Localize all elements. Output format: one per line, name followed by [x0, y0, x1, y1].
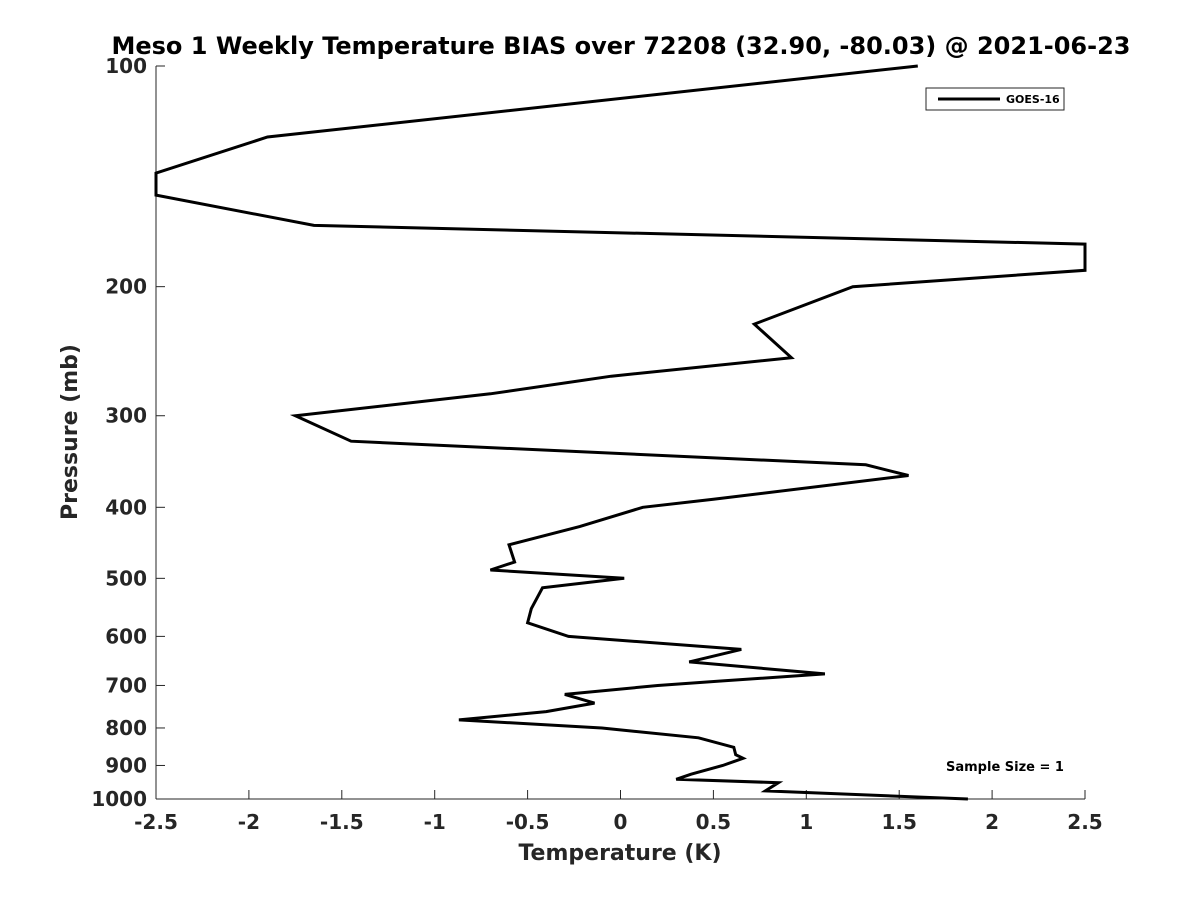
y-ticks: 100 200 300 400 500 600 700 800 900 1000	[91, 54, 165, 811]
y-tick-label: 900	[105, 753, 147, 777]
series-line-goes-16	[154, 64, 1087, 801]
sample-size-annotation: Sample Size = 1	[946, 760, 1064, 775]
x-tick-label: -1.5	[320, 810, 364, 834]
y-tick-label: 1000	[91, 787, 147, 811]
x-tick-label: 1.5	[881, 810, 916, 834]
x-axis-label: Temperature (K)	[518, 841, 721, 866]
x-tick-label: -2.5	[134, 810, 178, 834]
y-tick-label: 300	[105, 404, 147, 428]
chart-title: Meso 1 Weekly Temperature BIAS over 7220…	[111, 32, 1130, 60]
x-tick-label: 1	[799, 810, 813, 834]
y-tick-label: 200	[105, 275, 147, 299]
y-tick-label: 600	[105, 624, 147, 648]
y-tick-label: 800	[105, 716, 147, 740]
x-tick-label: -0.5	[506, 810, 550, 834]
y-tick-label: 100	[105, 54, 147, 78]
series-group	[154, 64, 1087, 801]
legend-label: GOES-16	[1006, 93, 1060, 106]
x-tick-label: 0	[614, 810, 628, 834]
y-tick-label: 700	[105, 673, 147, 697]
x-ticks: -2.5 -2 -1.5 -1 -0.5 0 0.5 1 1.5 2 2.5	[134, 790, 1103, 834]
x-tick-label: 2.5	[1067, 810, 1102, 834]
x-tick-label: -1	[424, 810, 446, 834]
y-tick-label: 500	[105, 566, 147, 590]
legend: GOES-16	[925, 87, 1065, 111]
x-tick-label: -2	[238, 810, 260, 834]
y-tick-label: 400	[105, 495, 147, 519]
plot-area: -2.5 -2 -1.5 -1 -0.5 0 0.5 1 1.5 2 2.5 100 200 300 40…	[91, 54, 1102, 834]
x-tick-label: 0.5	[696, 810, 731, 834]
x-tick-label: 2	[985, 810, 999, 834]
y-axis-label: Pressure (mb)	[58, 344, 83, 520]
